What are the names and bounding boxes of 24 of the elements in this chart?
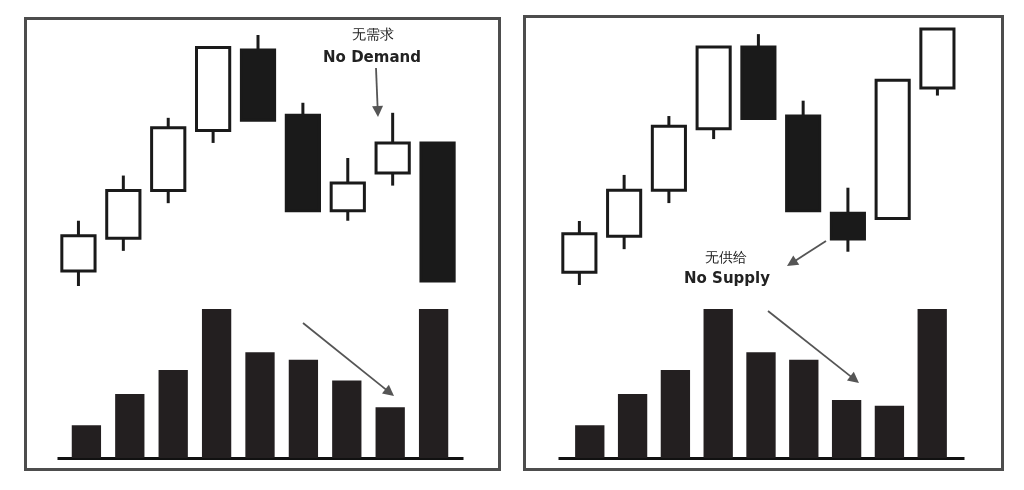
bar [245,352,275,459]
candlestick [874,78,911,220]
annotation: 无需求 [352,26,394,43]
bar [418,309,449,459]
bar [375,407,405,459]
annotation: No Demand [323,47,421,66]
bar [158,370,188,459]
bar [917,308,947,458]
bar [288,359,319,459]
bar [660,369,691,458]
bar [617,393,648,458]
bar [201,309,232,459]
bar [874,405,905,458]
annotation: No Supply [684,268,770,287]
bar [575,424,605,458]
candlestick [419,141,456,283]
bar [115,394,145,459]
annotation: 无供给 [705,249,747,266]
bar [831,399,862,458]
bar [71,425,102,459]
bar [332,380,362,459]
bar [789,359,819,458]
bar [703,308,733,458]
bar [746,351,776,458]
